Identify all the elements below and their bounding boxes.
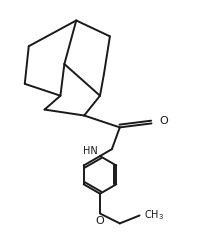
Text: O: O: [96, 216, 104, 226]
Text: HN: HN: [83, 146, 98, 156]
Text: CH$_3$: CH$_3$: [144, 208, 164, 222]
Text: O: O: [159, 116, 168, 127]
